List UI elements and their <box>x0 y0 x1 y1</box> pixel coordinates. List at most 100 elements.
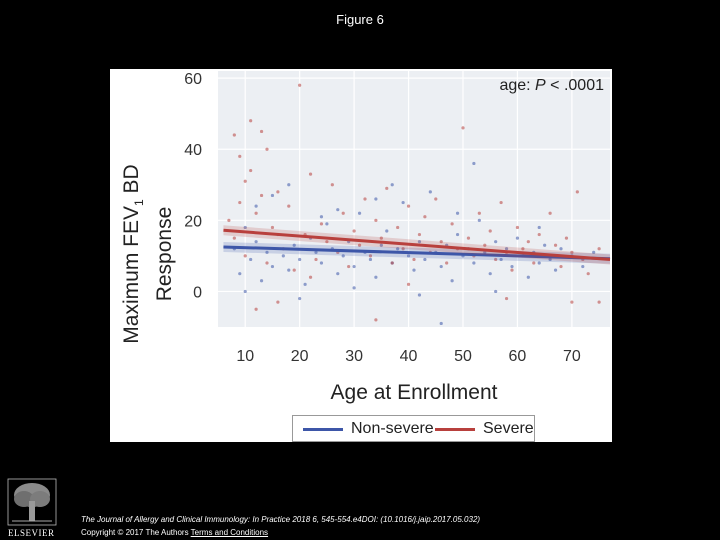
non-severe-point <box>450 279 454 283</box>
severe-point <box>374 218 378 222</box>
non-severe-point <box>510 264 514 269</box>
x-tick-label: 10 <box>236 348 254 365</box>
severe-fit-line <box>223 228 611 261</box>
severe-point <box>385 186 389 190</box>
severe-point <box>461 126 465 130</box>
fit-line-layer <box>223 225 611 265</box>
severe-point <box>597 247 601 251</box>
severe-point <box>477 211 481 215</box>
points-layer <box>227 83 601 326</box>
severe-point <box>439 240 443 244</box>
non-severe-point <box>379 243 383 247</box>
non-severe-point <box>515 236 520 240</box>
annotation-suffix: < .0001 <box>545 77 604 94</box>
x-tick-label: 70 <box>563 348 581 365</box>
non-severe-point <box>292 243 296 247</box>
severe-point <box>553 243 558 247</box>
severe-point <box>499 200 503 205</box>
y-axis-title-line1: Maximum FEV <box>119 206 143 344</box>
slide-title: Figure 6 <box>336 12 384 27</box>
severe-point <box>423 215 427 219</box>
non-severe-point <box>417 240 422 244</box>
significance-annotation: age: P < .0001 <box>499 77 604 95</box>
grid-layer <box>218 71 610 327</box>
non-severe-point <box>270 193 275 198</box>
non-severe-point <box>368 257 373 262</box>
severe-point <box>412 257 416 262</box>
x-tick-label: 50 <box>454 348 472 365</box>
non-severe-point <box>254 204 258 208</box>
severe-point <box>526 240 530 244</box>
non-severe-point <box>417 293 422 297</box>
severe-point <box>308 172 313 176</box>
tree-icon <box>7 478 57 526</box>
severe-point <box>450 222 454 226</box>
y-tick-label: 0 <box>193 284 202 301</box>
y-tick-label: 40 <box>184 142 202 159</box>
terms-and-conditions-link[interactable]: Terms and Conditions <box>190 528 269 537</box>
y-tick-label: 60 <box>184 71 202 88</box>
legend-item-non-severe: Non-severe <box>303 420 434 438</box>
severe-point <box>347 264 351 269</box>
severe-point <box>243 179 247 183</box>
citation: The Journal of Allergy and Clinical Immu… <box>81 515 481 524</box>
non-severe-point <box>352 264 356 269</box>
non-severe-point <box>439 264 443 269</box>
non-severe-point <box>374 197 378 201</box>
non-severe-point <box>537 261 541 265</box>
non-severe-point <box>385 229 389 233</box>
figure-panel: 0 20 40 60 10 20 30 40 50 60 70 Maximum FEV1 BD Re… <box>110 69 612 442</box>
non-severe-point <box>270 264 275 269</box>
severe-point <box>249 119 253 123</box>
non-severe-point <box>341 254 345 258</box>
severe-point <box>254 307 258 311</box>
severe-point <box>325 240 329 244</box>
non-severe-point <box>439 321 443 326</box>
annotation-prefix: age: <box>499 77 536 94</box>
severe-point <box>390 261 394 265</box>
x-tick-label: 60 <box>509 348 527 365</box>
non-severe-point <box>548 257 552 262</box>
severe-point <box>265 147 269 151</box>
non-severe-point <box>298 257 302 262</box>
non-severe-point <box>243 225 247 230</box>
severe-point <box>363 197 367 201</box>
severe-point <box>488 229 492 233</box>
severe-point <box>227 218 231 222</box>
severe-point <box>357 243 362 247</box>
non-severe-point <box>472 261 476 265</box>
non-severe-point <box>455 211 460 215</box>
non-severe-point <box>455 232 460 237</box>
non-severe-point <box>412 268 416 272</box>
non-severe-point <box>537 225 541 230</box>
severe-point <box>445 261 449 265</box>
severe-point <box>396 225 400 230</box>
severe-point <box>270 225 275 230</box>
x-tick-label: 40 <box>400 348 418 365</box>
non-severe-point <box>494 289 498 294</box>
severe-point <box>298 83 302 87</box>
non-severe-point <box>423 257 427 262</box>
citation-text: The Journal of Allergy and Clinical Immu… <box>81 515 480 524</box>
severe-point <box>287 204 291 208</box>
severe-point <box>259 193 264 198</box>
y-axis-title-subscript: 1 <box>132 199 147 207</box>
severe-point <box>330 183 334 187</box>
severe-point <box>292 268 296 272</box>
severe-point <box>406 204 411 208</box>
y-axis-title-line1-end: BD <box>119 164 143 200</box>
non-severe-point <box>319 215 324 219</box>
non-severe-point <box>352 286 356 290</box>
annotation-p: P <box>535 77 546 94</box>
x-tick-label: 30 <box>345 348 363 365</box>
non-severe-point <box>592 250 596 254</box>
elsevier-wordmark: ELSEVIER <box>8 528 55 538</box>
elsevier-logo: ELSEVIER <box>6 477 58 540</box>
copyright-line: Copyright © 2017 The Authors Terms and C… <box>81 528 268 537</box>
non-severe-point <box>243 289 247 294</box>
severe-point <box>510 268 514 272</box>
legend-label-non-severe: Non-severe <box>351 420 434 437</box>
tick-label-layer: 0 20 40 60 10 20 30 40 50 60 70 <box>184 71 581 365</box>
severe-point <box>232 133 236 137</box>
non-severe-point <box>472 161 476 166</box>
